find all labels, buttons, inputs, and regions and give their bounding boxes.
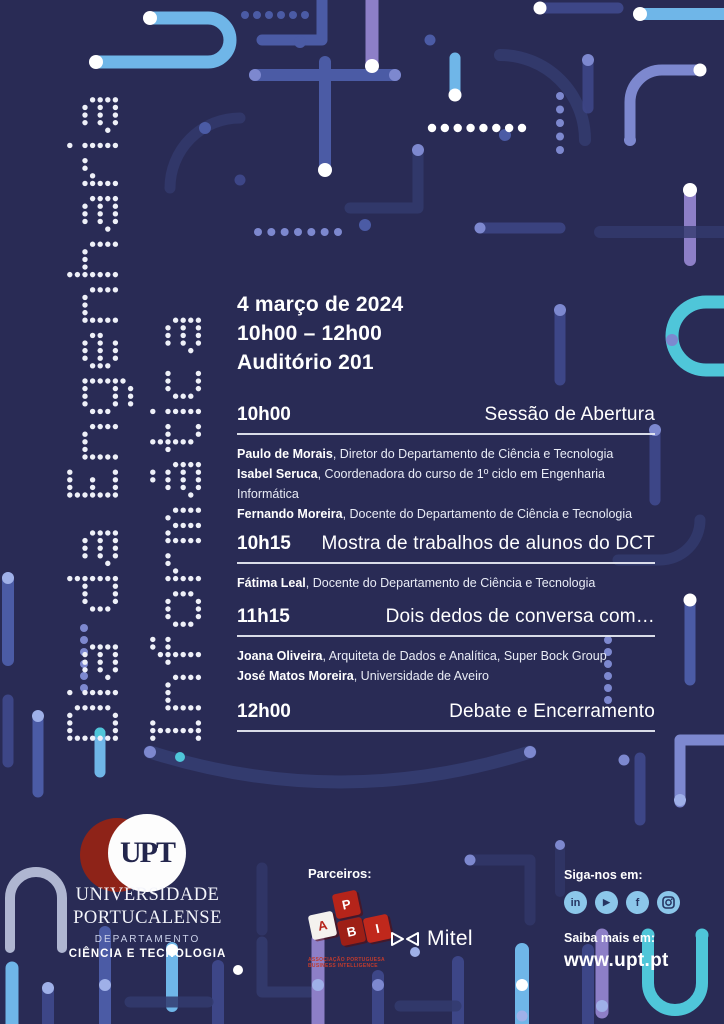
social-icons-row: in ▶ f [564, 891, 719, 914]
more-label: Saiba mais em: [564, 931, 656, 945]
speaker-role: , Universidade de Aveiro [353, 669, 489, 683]
speaker-line: Fernando Moreira, Docente do Departament… [237, 504, 655, 524]
speaker-name: Paulo de Morais [237, 447, 333, 461]
partners-label: Parceiros: [308, 866, 372, 881]
speaker-line: Isabel Seruca, Coordenadora do curso de … [237, 464, 655, 504]
speaker-role: , Docente do Departamento de Ciência e T… [305, 576, 596, 590]
speaker-list: Paulo de Morais, Diretor do Departamento… [237, 444, 655, 524]
mitel-bowtie-icon [391, 932, 419, 946]
speaker-name: Fátima Leal [237, 576, 306, 590]
slot-rule [237, 635, 655, 637]
schedule-slot-1: 10h00 Sessão de Abertura Paulo de Morais… [237, 403, 655, 524]
speaker-role: , Coordenadora do curso de 1º ciclo em E… [237, 467, 605, 501]
vertical-title-line2 [149, 309, 217, 742]
dot-matrix-text-line1 [67, 97, 134, 741]
slot-rule [237, 562, 655, 564]
department-line1: DEPARTAMENTO [94, 934, 201, 945]
partners-block: Parceiros: A P B I ASSOCIAÇÃO PORTUGUESA… [307, 866, 488, 973]
speaker-name: Joana Oliveira [237, 649, 323, 663]
university-name-line1: UNIVERSIDADE [75, 885, 220, 905]
slot-title: Debate e Encerramento [449, 701, 655, 722]
event-date: 4 março de 2024 [237, 293, 404, 316]
dot-matrix-text-line2 [150, 317, 202, 741]
university-name: UNIVERSIDADE PORTUCALENSE [50, 884, 245, 930]
speaker-name: Fernando Moreira [237, 507, 343, 521]
speaker-role: , Diretor do Departamento de Ciência e T… [332, 447, 614, 461]
api-logo-cube-p: P [331, 889, 362, 920]
slot-head: 10h00 Sessão de Abertura [237, 403, 655, 427]
slot-head: 10h15 Mostra de trabalhos de alunos do D… [237, 532, 655, 556]
slot-head: 12h00 Debate e Encerramento [237, 700, 655, 724]
speaker-name: José Matos Moreira [237, 669, 354, 683]
speaker-line: Paulo de Morais, Diretor do Departamento… [237, 444, 655, 464]
speaker-list: Joana Oliveira, Arquiteta de Dados e Ana… [237, 646, 655, 686]
speaker-name: Isabel Seruca [237, 467, 318, 481]
follow-label: Siga-nos em: [564, 868, 643, 882]
instagram-icon [657, 891, 680, 914]
schedule-slot-4: 12h00 Debate e Encerramento [237, 700, 655, 732]
department-name: DEPARTAMENTO CIÊNCIA E TECNOLOGIA [50, 934, 245, 960]
schedule-slot-2: 10h15 Mostra de trabalhos de alunos do D… [237, 532, 655, 593]
speaker-role: , Docente do Departamento de Ciência e T… [342, 507, 633, 521]
linkedin-icon: in [564, 891, 587, 914]
youtube-icon: ▶ [595, 891, 618, 914]
website-url: www.upt.pt [564, 950, 669, 971]
api-logo-cube-b: B [336, 916, 367, 947]
speaker-line: Joana Oliveira, Arquiteta de Dados e Ana… [237, 646, 655, 666]
mitel-logo: Mitel [390, 927, 473, 951]
speaker-line: Fátima Leal, Docente do Departamento de … [237, 573, 655, 593]
api-logo-cube-i: I [362, 913, 393, 944]
slot-time: 12h00 [237, 701, 291, 722]
event-location: Auditório 201 [237, 351, 374, 374]
slot-time: 10h00 [237, 404, 291, 425]
vertical-title-line1 [66, 88, 134, 742]
social-block: Siga-nos em: in ▶ f Saiba mais em: www.u… [564, 868, 719, 972]
slot-rule [237, 730, 655, 732]
mitel-label: Mitel [427, 927, 473, 950]
slot-title: Sessão de Abertura [484, 404, 655, 425]
event-time: 10h00 – 12h00 [237, 322, 383, 345]
upt-logo-circle: UPT [108, 814, 186, 892]
department-line2: CIÊNCIA E TECNOLOGIA [68, 948, 227, 960]
event-info: 4 março de 2024 10h00 – 12h00 Auditório … [237, 290, 655, 377]
slot-time: 10h15 [237, 533, 291, 554]
partner-logos: A P B I ASSOCIAÇÃO PORTUGUESA BUSINESS I… [307, 885, 488, 973]
api-caption-line2: BUSINESS INTELLIGENCE [308, 963, 378, 969]
schedule-slot-3: 11h15 Dois dedos de conversa com… Joana … [237, 605, 655, 686]
api-caption-line1: ASSOCIAÇÃO PORTUGUESA [308, 957, 385, 963]
speaker-list: Fátima Leal, Docente do Departamento de … [237, 573, 655, 593]
slot-head: 11h15 Dois dedos de conversa com… [237, 605, 655, 629]
facebook-icon: f [626, 891, 649, 914]
university-name-line2: PORTUCALENSE [73, 908, 222, 928]
slot-title: Mostra de trabalhos de alunos do DCT [321, 533, 655, 554]
api-logo-cube-a: A [307, 910, 338, 941]
speaker-role: , Arquiteta de Dados e Analítica, Super … [322, 649, 607, 663]
content-column: 4 março de 2024 10h00 – 12h00 Auditório … [237, 290, 655, 732]
api-logo-caption: ASSOCIAÇÃO PORTUGUESA BUSINESS INTELLIGE… [308, 957, 418, 969]
slot-time: 11h15 [237, 606, 290, 627]
speaker-line: José Matos Moreira, Universidade de Avei… [237, 666, 655, 686]
slot-rule [237, 433, 655, 435]
upt-logo: UPT [78, 810, 218, 896]
slot-title: Dois dedos de conversa com… [385, 606, 655, 627]
